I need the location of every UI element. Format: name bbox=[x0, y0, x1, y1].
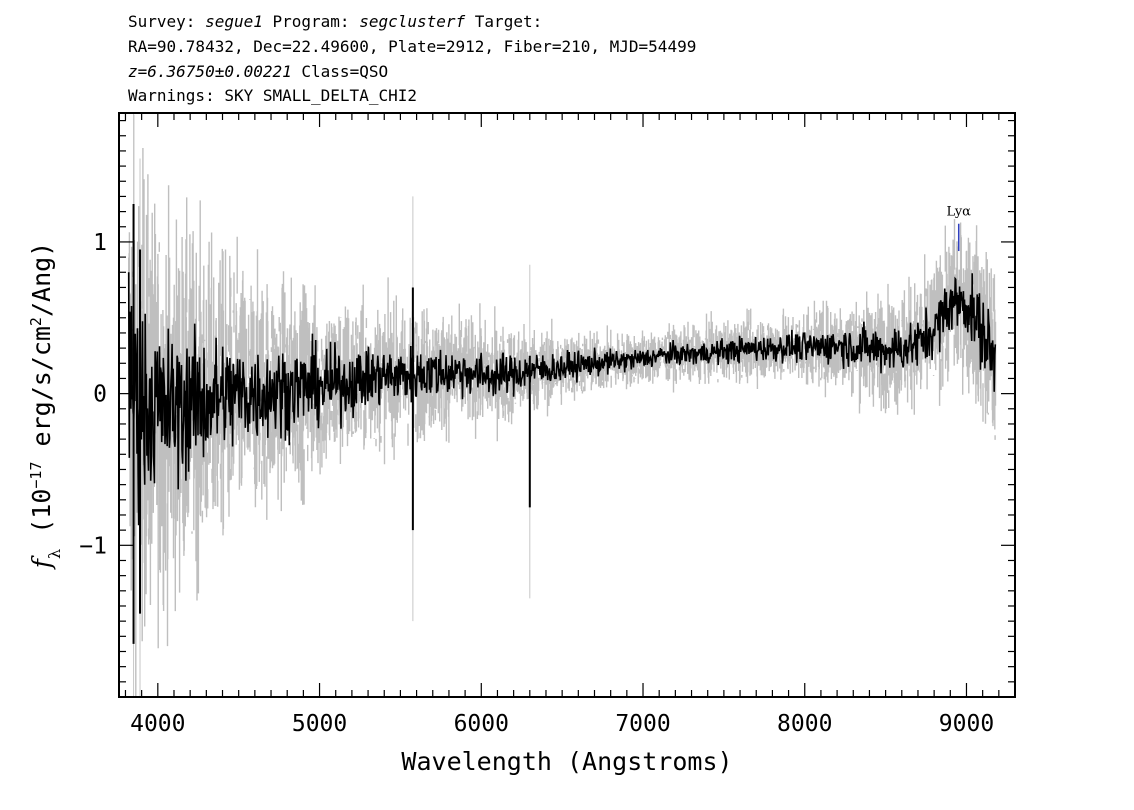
x-tick-label: 7000 bbox=[615, 711, 670, 737]
line-annotations: Lyα bbox=[946, 205, 971, 252]
x-axis-title: Wavelength (Angstroms) bbox=[401, 747, 732, 776]
y-axis-ticks: −1 0 1 bbox=[79, 119, 1015, 683]
x-tick-label: 8000 bbox=[777, 711, 832, 737]
x-tick-label: 4000 bbox=[130, 711, 185, 737]
x-tick-label: 9000 bbox=[939, 711, 994, 737]
plot-frame bbox=[118, 112, 1016, 698]
redshift-value: z=6.36750±0.00221 bbox=[128, 62, 292, 81]
header-line-1: Survey: segue1 Program: segclusterf Targ… bbox=[128, 12, 542, 31]
header-line-3: z=6.36750±0.00221 Class=QSO bbox=[128, 62, 388, 81]
flux-spectrum bbox=[127, 272, 997, 526]
header-line-2: RA=90.78432, Dec=22.49600, Plate=2912, F… bbox=[128, 37, 696, 56]
program-name: segclusterf bbox=[359, 12, 465, 31]
x-tick-label: 5000 bbox=[292, 711, 347, 737]
error-noise-path bbox=[127, 114, 997, 697]
lya-label: Lyα bbox=[946, 205, 971, 220]
flux-line-path bbox=[127, 272, 997, 526]
sky-residual-spikes bbox=[132, 113, 531, 697]
y-tick-label: 0 bbox=[93, 382, 107, 408]
y-tick-label: −1 bbox=[79, 533, 107, 559]
survey-name: segue1 bbox=[205, 12, 263, 31]
y-tick-label: 1 bbox=[93, 230, 107, 256]
x-tick-label: 6000 bbox=[454, 711, 509, 737]
header-line-4: Warnings: SKY SMALL_DELTA_CHI2 bbox=[128, 86, 417, 105]
error-band bbox=[127, 114, 997, 697]
y-axis-title: fλ (10−17 erg/s/cm2/Ang) bbox=[27, 242, 64, 570]
x-axis-ticks: 4000 5000 6000 7000 8000 9000 bbox=[124, 113, 1016, 737]
